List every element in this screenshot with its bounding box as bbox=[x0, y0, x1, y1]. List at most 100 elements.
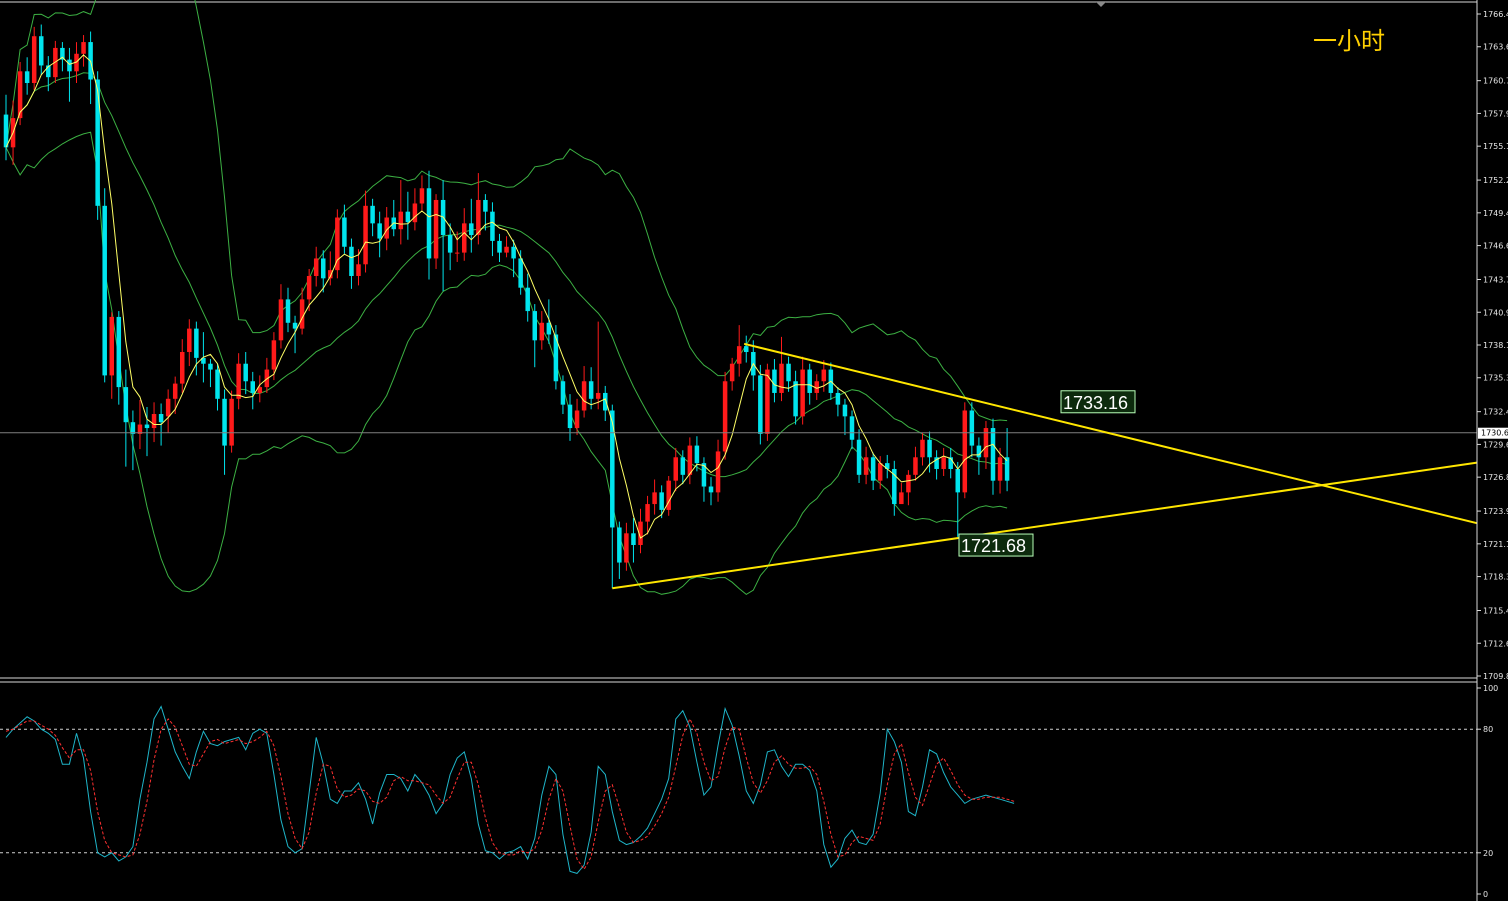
candle bbox=[765, 363, 770, 441]
price-tick-label: 1755.1 bbox=[1483, 142, 1508, 151]
price-tick-label: 1729.6 bbox=[1483, 440, 1508, 449]
candle-body bbox=[328, 270, 333, 279]
candle-body bbox=[948, 457, 953, 469]
candle bbox=[172, 376, 178, 415]
price-tick-label: 1743.7 bbox=[1483, 276, 1508, 285]
candle-body bbox=[285, 299, 291, 323]
candle-body bbox=[729, 363, 735, 382]
candle-body bbox=[659, 492, 664, 510]
candle bbox=[870, 452, 876, 491]
candle-body bbox=[81, 42, 86, 54]
price-annotation-label: 1721.68 bbox=[961, 536, 1026, 556]
candle-body bbox=[194, 328, 199, 358]
candle bbox=[377, 211, 382, 258]
candle bbox=[687, 437, 693, 485]
candle-body bbox=[335, 217, 340, 271]
candle bbox=[863, 446, 869, 485]
candle bbox=[60, 42, 65, 72]
price-annotation: 1733.16 bbox=[1060, 390, 1136, 414]
candle bbox=[454, 231, 460, 262]
candle bbox=[807, 363, 812, 405]
candle bbox=[666, 475, 671, 516]
price-tick-label: 1712.6 bbox=[1483, 639, 1508, 648]
candle bbox=[800, 356, 805, 425]
candle-body bbox=[772, 369, 777, 393]
candle bbox=[3, 94, 9, 161]
candle-body bbox=[292, 322, 298, 329]
candle bbox=[102, 188, 107, 383]
candle bbox=[180, 339, 185, 393]
candle-body bbox=[983, 428, 989, 458]
candle bbox=[116, 311, 122, 405]
candle-body bbox=[144, 424, 150, 429]
candle-body bbox=[708, 486, 714, 493]
candle bbox=[370, 198, 375, 237]
candle bbox=[892, 460, 897, 516]
candle-body bbox=[814, 381, 819, 393]
candle bbox=[694, 436, 700, 472]
candle bbox=[673, 447, 678, 492]
candle bbox=[109, 312, 114, 399]
candle-body bbox=[758, 375, 763, 434]
candle-body bbox=[553, 334, 559, 382]
current-price-tag: 1730.6 bbox=[1478, 427, 1508, 439]
candle bbox=[877, 456, 883, 489]
price-tick-label: 1752.2 bbox=[1483, 176, 1508, 185]
price-axis[interactable]: 1766.4 1763.6 1760.7 1757.9 1755.1 1752.2 1749… bbox=[1476, 0, 1508, 901]
price-tick-label: 1757.9 bbox=[1483, 109, 1508, 118]
candle bbox=[74, 42, 79, 84]
candle bbox=[680, 450, 686, 485]
candle bbox=[793, 370, 798, 425]
candle-body bbox=[821, 369, 827, 382]
stochastic-panel[interactable] bbox=[0, 681, 1477, 874]
candle-body bbox=[356, 264, 361, 276]
candle bbox=[398, 180, 404, 245]
candle bbox=[962, 402, 968, 499]
candle-body bbox=[278, 299, 284, 341]
candle-body bbox=[581, 381, 587, 411]
candle bbox=[165, 389, 171, 433]
price-tick-label: 1715.4 bbox=[1483, 607, 1508, 616]
candle-body bbox=[222, 398, 227, 446]
candle bbox=[335, 209, 340, 279]
candle-body bbox=[765, 369, 770, 434]
candle-body bbox=[941, 457, 946, 469]
candle bbox=[701, 457, 707, 502]
candle bbox=[194, 321, 199, 376]
candle bbox=[137, 399, 143, 450]
candle-body bbox=[997, 457, 1003, 481]
candle-body bbox=[490, 211, 495, 241]
candle-body bbox=[433, 199, 439, 259]
candle bbox=[447, 223, 453, 271]
candle bbox=[39, 24, 44, 75]
candle bbox=[913, 446, 918, 481]
price-tick-label: 1766.4 bbox=[1483, 10, 1508, 19]
candle-body bbox=[313, 258, 319, 276]
candle-body bbox=[807, 369, 812, 393]
candle bbox=[328, 251, 333, 286]
candle bbox=[772, 359, 777, 403]
candle-body bbox=[46, 65, 51, 78]
candle-body bbox=[483, 199, 488, 212]
trendlines bbox=[612, 342, 1478, 590]
candle bbox=[490, 202, 495, 257]
price-tick-label: 1746.6 bbox=[1483, 242, 1508, 251]
candle bbox=[631, 518, 636, 563]
candle bbox=[299, 287, 305, 335]
scroll-marker-icon[interactable] bbox=[1096, 2, 1106, 7]
candle bbox=[560, 375, 566, 415]
price-panel[interactable]: 1733.16 1721.68 一小时 bbox=[0, 0, 1478, 679]
timeframe-label: 一小时 bbox=[1313, 27, 1385, 55]
candle-body bbox=[779, 363, 784, 393]
price-annotations: 1733.16 1721.68 bbox=[958, 390, 1136, 557]
candle bbox=[384, 206, 389, 251]
candle bbox=[208, 359, 213, 388]
candle-body bbox=[109, 316, 114, 376]
stochastic-d-line bbox=[5, 717, 1015, 871]
stochastic-ticks: 100 80 20 0 bbox=[1477, 684, 1498, 899]
candle bbox=[849, 410, 855, 450]
candle bbox=[363, 190, 368, 273]
candle-body bbox=[680, 457, 686, 475]
candle bbox=[257, 375, 263, 403]
candle-body bbox=[384, 217, 389, 239]
